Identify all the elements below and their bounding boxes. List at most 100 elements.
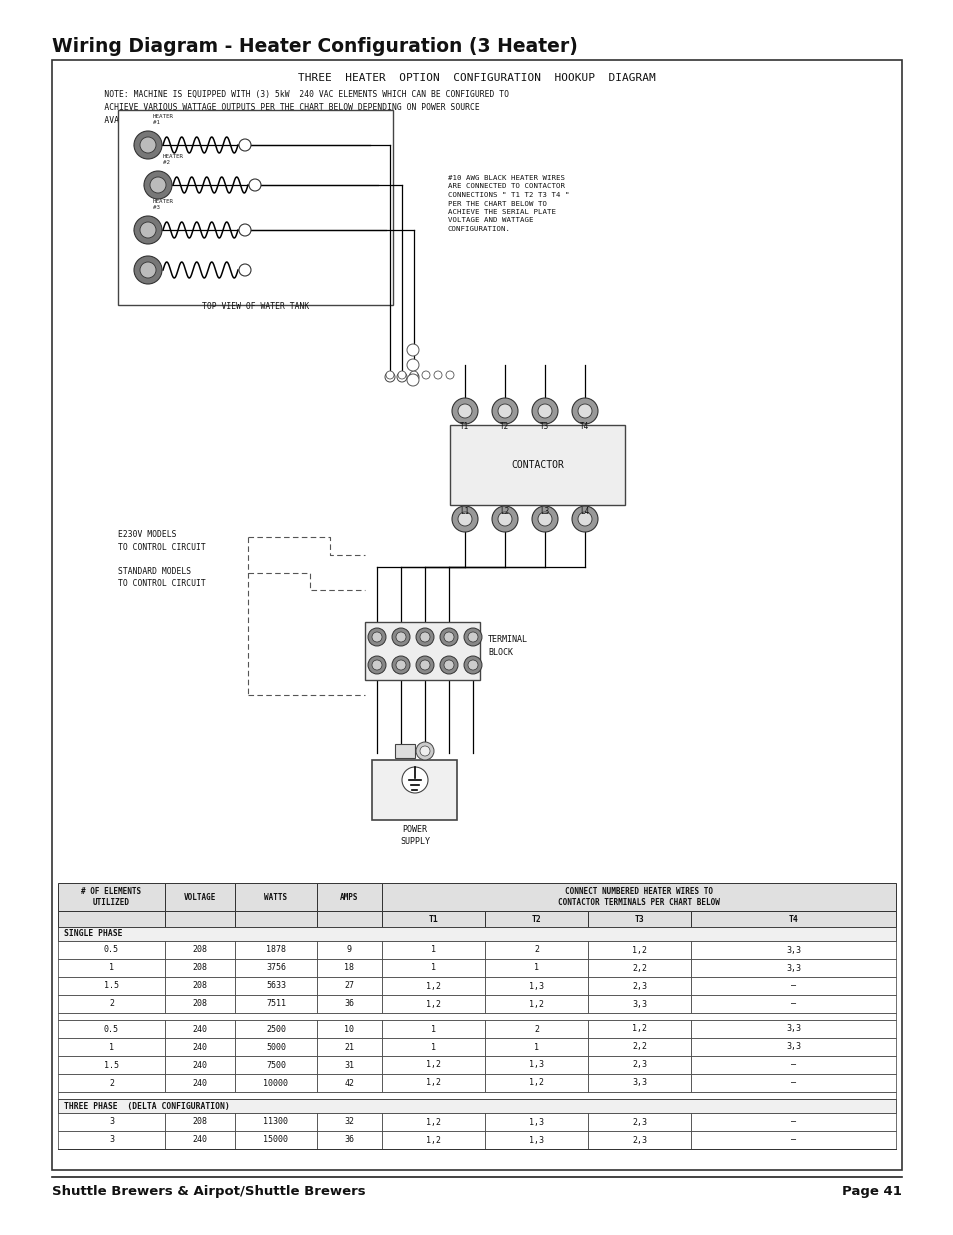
Bar bbox=[484, 995, 587, 1013]
Text: HEATER
#3: HEATER #3 bbox=[152, 199, 173, 210]
Bar bbox=[484, 1056, 587, 1074]
Text: Shuttle Brewers & Airpot/Shuttle Brewers: Shuttle Brewers & Airpot/Shuttle Brewers bbox=[52, 1186, 365, 1198]
Circle shape bbox=[392, 629, 410, 646]
Bar bbox=[587, 941, 690, 960]
Bar bbox=[316, 1056, 381, 1074]
Circle shape bbox=[401, 767, 428, 793]
Circle shape bbox=[572, 398, 598, 424]
Text: 1.5: 1.5 bbox=[104, 982, 119, 990]
Circle shape bbox=[239, 140, 251, 151]
Text: WATTS: WATTS bbox=[264, 893, 287, 902]
Bar bbox=[58, 883, 165, 911]
Bar bbox=[52, 61, 901, 1170]
Bar bbox=[381, 1074, 484, 1092]
Text: 2: 2 bbox=[109, 999, 113, 1009]
Bar bbox=[234, 1131, 316, 1149]
Bar bbox=[381, 883, 895, 911]
Text: 2,3: 2,3 bbox=[631, 982, 646, 990]
Circle shape bbox=[492, 398, 517, 424]
Text: 3,3: 3,3 bbox=[631, 1078, 646, 1088]
Bar bbox=[165, 960, 234, 977]
Text: 1: 1 bbox=[534, 963, 538, 972]
Bar bbox=[234, 1020, 316, 1037]
Bar bbox=[587, 977, 690, 995]
Text: 240: 240 bbox=[193, 1025, 208, 1034]
Bar bbox=[690, 995, 895, 1013]
Text: THREE PHASE  (DELTA CONFIGURATION): THREE PHASE (DELTA CONFIGURATION) bbox=[64, 1102, 230, 1110]
Circle shape bbox=[150, 177, 166, 193]
Bar bbox=[58, 960, 165, 977]
Text: –: – bbox=[790, 999, 795, 1009]
Text: HEATER
#1: HEATER #1 bbox=[152, 114, 173, 125]
Bar bbox=[316, 995, 381, 1013]
Text: 240: 240 bbox=[193, 1061, 208, 1070]
Text: –: – bbox=[790, 1078, 795, 1088]
Bar bbox=[381, 1113, 484, 1131]
Circle shape bbox=[446, 370, 454, 379]
Circle shape bbox=[457, 404, 472, 417]
Circle shape bbox=[368, 629, 386, 646]
Text: 0.5: 0.5 bbox=[104, 1025, 119, 1034]
Text: 1: 1 bbox=[109, 963, 113, 972]
Circle shape bbox=[372, 632, 381, 642]
Circle shape bbox=[392, 656, 410, 674]
Circle shape bbox=[578, 513, 592, 526]
Circle shape bbox=[468, 659, 477, 671]
Text: TERMINAL
BLOCK: TERMINAL BLOCK bbox=[488, 635, 527, 657]
Text: 21: 21 bbox=[344, 1042, 355, 1051]
Text: L3: L3 bbox=[539, 508, 549, 516]
Text: STANDARD MODELS
TO CONTROL CIRCUIT: STANDARD MODELS TO CONTROL CIRCUIT bbox=[118, 567, 206, 589]
Text: 15000: 15000 bbox=[263, 1135, 288, 1145]
Text: 1,2: 1,2 bbox=[426, 1135, 440, 1145]
Circle shape bbox=[532, 506, 558, 532]
Bar bbox=[165, 1113, 234, 1131]
Text: 1,3: 1,3 bbox=[529, 982, 543, 990]
Text: 27: 27 bbox=[344, 982, 355, 990]
Bar bbox=[484, 1113, 587, 1131]
Circle shape bbox=[368, 656, 386, 674]
Bar bbox=[484, 911, 587, 927]
Text: Wiring Diagram - Heater Configuration (3 Heater): Wiring Diagram - Heater Configuration (3… bbox=[52, 37, 578, 56]
Text: 1: 1 bbox=[534, 1042, 538, 1051]
Text: –: – bbox=[790, 1135, 795, 1145]
Text: 31: 31 bbox=[344, 1061, 355, 1070]
Circle shape bbox=[537, 404, 552, 417]
Bar bbox=[381, 911, 484, 927]
Bar bbox=[234, 977, 316, 995]
Bar bbox=[58, 927, 895, 941]
Bar bbox=[58, 1037, 165, 1056]
Bar bbox=[165, 1037, 234, 1056]
Text: 1,2: 1,2 bbox=[426, 1078, 440, 1088]
Circle shape bbox=[407, 345, 418, 356]
Circle shape bbox=[497, 404, 512, 417]
Circle shape bbox=[144, 170, 172, 199]
Text: 1: 1 bbox=[431, 1025, 436, 1034]
Text: #10 AWG BLACK HEATER WIRES
ARE CONNECTED TO CONTACTOR
CONNECTIONS " T1 T2 T3 T4 : #10 AWG BLACK HEATER WIRES ARE CONNECTED… bbox=[448, 175, 569, 232]
Text: 10: 10 bbox=[344, 1025, 355, 1034]
Circle shape bbox=[419, 746, 430, 756]
Text: 2,3: 2,3 bbox=[631, 1061, 646, 1070]
Text: T1: T1 bbox=[460, 422, 469, 431]
Circle shape bbox=[395, 659, 406, 671]
Bar bbox=[484, 977, 587, 995]
Bar bbox=[372, 760, 457, 820]
Bar bbox=[234, 883, 316, 911]
Bar bbox=[316, 1020, 381, 1037]
Bar bbox=[234, 1037, 316, 1056]
Text: 1,3: 1,3 bbox=[529, 1118, 543, 1126]
Text: 36: 36 bbox=[344, 999, 355, 1009]
Bar bbox=[484, 1131, 587, 1149]
Text: 11300: 11300 bbox=[263, 1118, 288, 1126]
Text: ACHIEVE VARIOUS WATTAGE OUTPUTS PER THE CHART BELOW DEPENDING ON POWER SOURCE: ACHIEVE VARIOUS WATTAGE OUTPUTS PER THE … bbox=[80, 103, 479, 112]
Circle shape bbox=[452, 506, 477, 532]
Text: 5633: 5633 bbox=[266, 982, 286, 990]
Circle shape bbox=[133, 216, 162, 245]
Text: 9: 9 bbox=[347, 946, 352, 955]
Text: 240: 240 bbox=[193, 1042, 208, 1051]
Text: T1: T1 bbox=[428, 914, 438, 924]
Bar bbox=[316, 1131, 381, 1149]
Bar bbox=[165, 883, 234, 911]
Bar bbox=[395, 743, 415, 758]
Text: POWER
SUPPLY: POWER SUPPLY bbox=[399, 825, 430, 846]
Bar bbox=[165, 995, 234, 1013]
